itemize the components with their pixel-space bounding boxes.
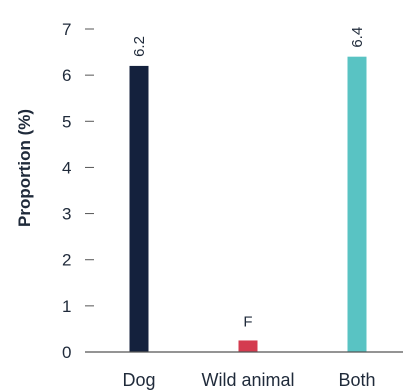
y-axis-label: Proportion (%)	[15, 109, 34, 227]
bar-wild-animal	[238, 340, 258, 352]
y-tick-label: 2	[62, 251, 71, 270]
x-category-label: Wild animal	[201, 370, 294, 390]
data-label: F	[243, 313, 252, 330]
x-category-label: Both	[338, 370, 375, 390]
bars	[129, 56, 367, 353]
y-axis: 0 1 2 3 4 5 6 7	[62, 20, 94, 362]
y-tick-label: 6	[62, 66, 71, 85]
bar-dog	[129, 65, 149, 353]
y-tick-label: 4	[62, 158, 71, 177]
y-tick-label: 0	[62, 343, 71, 362]
data-label: 6.2	[131, 36, 148, 57]
data-label: 6.4	[349, 27, 366, 48]
data-labels: 6.2 F 6.4	[131, 27, 366, 331]
y-tick-label: 5	[62, 112, 71, 131]
y-tick-label: 7	[62, 20, 71, 39]
y-tick-label: 1	[62, 297, 71, 316]
bar-both	[347, 56, 367, 352]
x-axis: Dog Wild animal Both	[85, 351, 403, 390]
y-tick-label: 3	[62, 205, 71, 224]
x-category-label: Dog	[122, 370, 155, 390]
